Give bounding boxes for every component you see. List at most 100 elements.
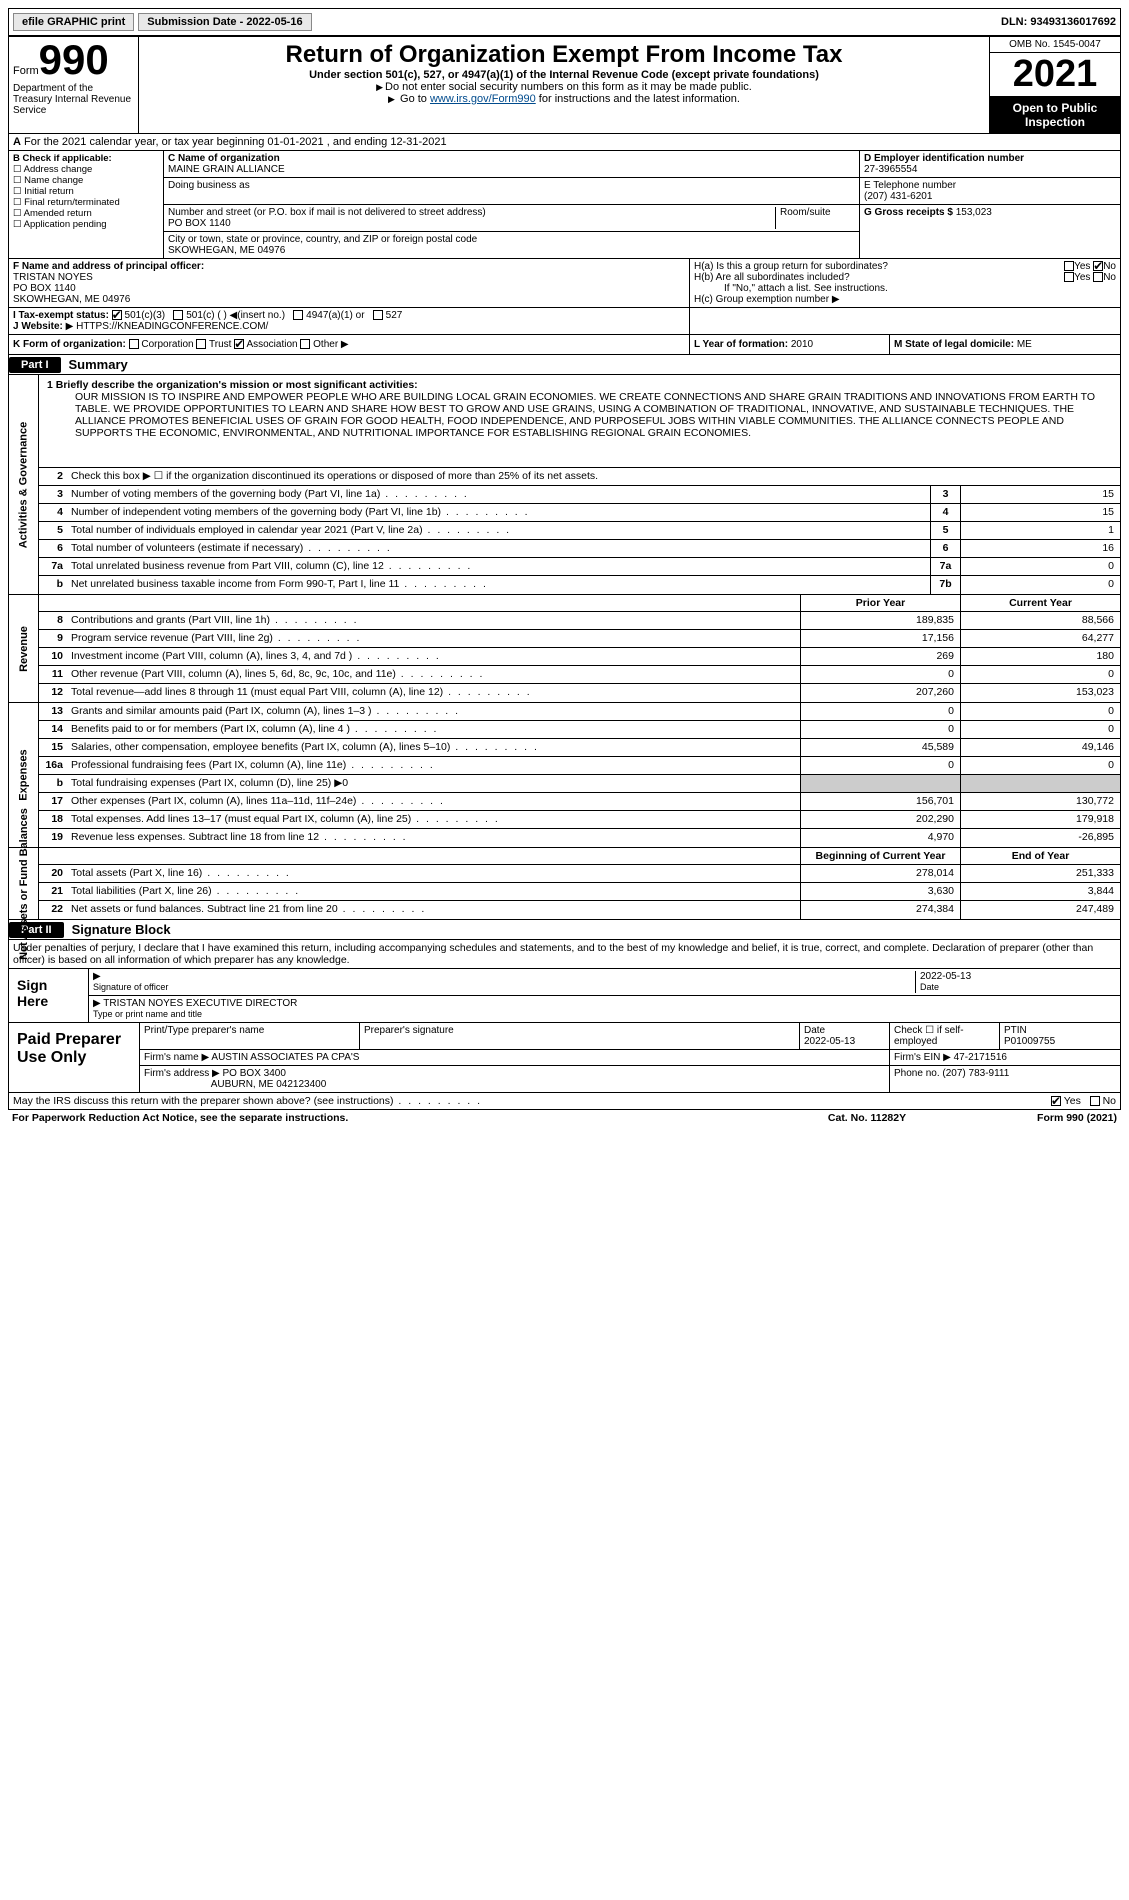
submission-date-button[interactable]: Submission Date - 2022-05-16 bbox=[138, 13, 311, 31]
form-subtitle: Under section 501(c), 527, or 4947(a)(1)… bbox=[143, 69, 985, 81]
form-header: Form990 Department of the Treasury Inter… bbox=[8, 36, 1121, 134]
l-label: L Year of formation: bbox=[694, 339, 788, 350]
org-city: SKOWHEGAN, ME 04976 bbox=[168, 245, 285, 256]
paid-label: Paid Preparer Use Only bbox=[9, 1023, 139, 1092]
irs-link[interactable]: www.irs.gov/Form990 bbox=[430, 93, 536, 105]
form-title: Return of Organization Exempt From Incom… bbox=[143, 41, 985, 69]
part1-hdr: Part I bbox=[9, 357, 61, 373]
city-label: City or town, state or province, country… bbox=[168, 234, 477, 245]
table-row: bNet unrelated business taxable income f… bbox=[39, 576, 1120, 594]
org-address: PO BOX 1140 bbox=[168, 218, 231, 229]
cb-trust[interactable] bbox=[196, 339, 206, 349]
g-label: G Gross receipts $ bbox=[864, 207, 953, 218]
form-number: 990 bbox=[39, 36, 109, 83]
efile-print-button[interactable]: efile GRAPHIC print bbox=[13, 13, 134, 31]
hdr-end: End of Year bbox=[960, 848, 1120, 864]
cb-501c3[interactable] bbox=[112, 310, 122, 320]
phone-value: (207) 431-6201 bbox=[864, 191, 932, 202]
note-goto-prefix: Go to bbox=[400, 93, 430, 105]
form-label: Form bbox=[13, 65, 39, 77]
hc-label: H(c) Group exemption number bbox=[694, 294, 829, 305]
firm-addr-label: Firm's address ▶ bbox=[144, 1068, 220, 1079]
omb-number: OMB No. 1545-0047 bbox=[990, 37, 1120, 53]
cb-address-change[interactable]: ☐ Address change bbox=[13, 164, 159, 175]
cb-assoc[interactable] bbox=[234, 339, 244, 349]
prep-check-label: Check ☐ if self-employed bbox=[890, 1023, 1000, 1049]
ha-no[interactable] bbox=[1093, 261, 1103, 271]
addr-label: Number and street (or P.O. box if mail i… bbox=[168, 207, 486, 218]
table-row: 7aTotal unrelated business revenue from … bbox=[39, 558, 1120, 576]
cb-527[interactable] bbox=[373, 310, 383, 320]
mission-label: 1 Briefly describe the organization's mi… bbox=[47, 379, 418, 391]
prep-name-label: Print/Type preparer's name bbox=[140, 1023, 360, 1049]
hdr-current: Current Year bbox=[960, 595, 1120, 611]
row-i: I Tax-exempt status: 501(c)(3) 501(c) ( … bbox=[9, 308, 690, 334]
sig-declare: Under penalties of perjury, I declare th… bbox=[9, 940, 1120, 969]
hb-no[interactable] bbox=[1093, 272, 1103, 282]
sign-here-label: Sign Here bbox=[9, 969, 89, 1022]
tax-year: 2021 bbox=[990, 53, 1120, 97]
label-a: A bbox=[13, 136, 21, 148]
discuss-no[interactable] bbox=[1090, 1096, 1100, 1106]
footer-form: Form 990 (2021) bbox=[967, 1112, 1117, 1124]
hdr-prior: Prior Year bbox=[800, 595, 960, 611]
prep-date: 2022-05-13 bbox=[804, 1036, 855, 1047]
ein-value: 27-3965554 bbox=[864, 164, 917, 175]
part2-title: Signature Block bbox=[64, 920, 179, 939]
ha-yes[interactable] bbox=[1064, 261, 1074, 271]
hb-note: If "No," attach a list. See instructions… bbox=[694, 283, 1116, 294]
table-row: 18Total expenses. Add lines 13–17 (must … bbox=[39, 811, 1120, 829]
open-public: Open to Public Inspection bbox=[990, 97, 1120, 133]
discuss-yes[interactable] bbox=[1051, 1096, 1061, 1106]
table-row: 11Other revenue (Part VIII, column (A), … bbox=[39, 666, 1120, 684]
hb-yes[interactable] bbox=[1064, 272, 1074, 282]
table-row: 21Total liabilities (Part X, line 26)3,6… bbox=[39, 883, 1120, 901]
cb-other[interactable] bbox=[300, 339, 310, 349]
sig-officer-label: Signature of officer bbox=[93, 982, 168, 992]
topbar: efile GRAPHIC print Submission Date - 20… bbox=[8, 8, 1121, 36]
sig-date: 2022-05-13 bbox=[920, 971, 971, 982]
e-label: E Telephone number bbox=[864, 180, 956, 191]
prep-date-label: Date bbox=[804, 1025, 825, 1036]
i-label: I Tax-exempt status: bbox=[13, 310, 109, 321]
cb-initial-return[interactable]: ☐ Initial return bbox=[13, 186, 159, 197]
row-a-text: For the 2021 calendar year, or tax year … bbox=[24, 136, 447, 148]
table-row: 20Total assets (Part X, line 16)278,0142… bbox=[39, 865, 1120, 883]
cb-501c[interactable] bbox=[173, 310, 183, 320]
row-k: K Form of organization: Corporation Trus… bbox=[9, 335, 690, 354]
firm-city: AUBURN, ME 042123400 bbox=[211, 1079, 327, 1090]
sig-name: TRISTAN NOYES EXECUTIVE DIRECTOR bbox=[103, 998, 297, 1009]
ptin-label: PTIN bbox=[1004, 1025, 1027, 1036]
dba-label: Doing business as bbox=[168, 180, 250, 191]
officer-name: TRISTAN NOYES bbox=[13, 272, 93, 283]
room-label: Room/suite bbox=[780, 207, 831, 218]
cb-amended[interactable]: ☐ Amended return bbox=[13, 208, 159, 219]
section-h: H(a) Is this a group return for subordin… bbox=[690, 259, 1120, 307]
cb-4947[interactable] bbox=[293, 310, 303, 320]
note-ssn: Do not enter social security numbers on … bbox=[143, 81, 985, 93]
section-deg: D Employer identification number 27-3965… bbox=[860, 151, 1120, 258]
cb-corp[interactable] bbox=[129, 339, 139, 349]
cb-name-change[interactable]: ☐ Name change bbox=[13, 175, 159, 186]
ha-label: H(a) Is this a group return for subordin… bbox=[694, 261, 888, 272]
hb-label: H(b) Are all subordinates included? bbox=[694, 272, 850, 283]
section-f: F Name and address of principal officer:… bbox=[9, 259, 690, 307]
table-row: 10Investment income (Part VIII, column (… bbox=[39, 648, 1120, 666]
table-row: 5Total number of individuals employed in… bbox=[39, 522, 1120, 540]
d-label: D Employer identification number bbox=[864, 153, 1024, 164]
vlabel-net: Net Assets or Fund Balances bbox=[9, 848, 39, 919]
footer-paperwork: For Paperwork Reduction Act Notice, see … bbox=[12, 1112, 767, 1124]
table-row: 16aProfessional fundraising fees (Part I… bbox=[39, 757, 1120, 775]
firm-phone-label: Phone no. bbox=[894, 1068, 940, 1079]
table-row: 8Contributions and grants (Part VIII, li… bbox=[39, 612, 1120, 630]
cb-final-return[interactable]: ☐ Final return/terminated bbox=[13, 197, 159, 208]
mission-text: OUR MISSION IS TO INSPIRE AND EMPOWER PE… bbox=[75, 391, 1112, 439]
table-row: 19Revenue less expenses. Subtract line 1… bbox=[39, 829, 1120, 847]
sig-date-label: Date bbox=[920, 982, 939, 992]
j-label: J Website: bbox=[13, 321, 63, 332]
f-label: F Name and address of principal officer: bbox=[13, 261, 204, 272]
dln: DLN: 93493136017692 bbox=[1001, 16, 1116, 28]
cb-application[interactable]: ☐ Application pending bbox=[13, 219, 159, 230]
part1-title: Summary bbox=[61, 355, 136, 374]
table-row: 4Number of independent voting members of… bbox=[39, 504, 1120, 522]
